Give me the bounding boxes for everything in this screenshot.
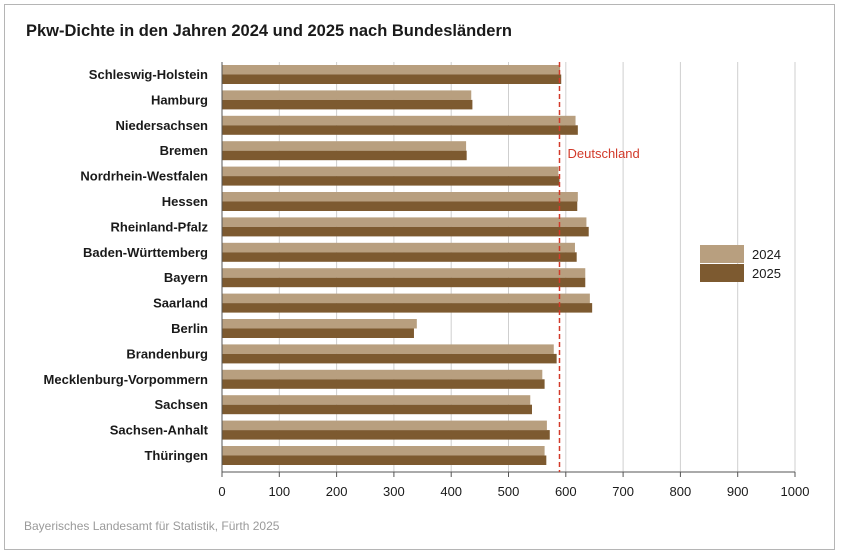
bar-2025-10: [222, 328, 414, 338]
bar-2024-6: [222, 217, 587, 227]
x-tick-label: 100: [268, 484, 290, 499]
category-label: Thüringen: [144, 448, 208, 463]
bar-2025-7: [222, 252, 577, 262]
bar-2024-11: [222, 344, 554, 354]
legend-swatch-2025: [700, 264, 744, 282]
legend-label-2024: 2024: [752, 247, 781, 262]
bar-2024-5: [222, 192, 578, 202]
category-label: Bremen: [160, 143, 208, 158]
x-tick-label: 0: [218, 484, 225, 499]
category-label: Rheinland-Pfalz: [110, 219, 208, 234]
x-tick-label: 1000: [781, 484, 810, 499]
x-tick-label: 500: [498, 484, 520, 499]
bar-2024-2: [222, 115, 576, 126]
x-tick-label: 900: [727, 484, 749, 499]
bar-2025-14: [222, 430, 550, 440]
bar-2025-5: [222, 201, 578, 211]
category-label: Mecklenburg-Vorpommern: [44, 372, 209, 387]
category-label: Niedersachsen: [116, 118, 209, 133]
bar-2024-15: [222, 446, 545, 456]
x-tick-label: 400: [440, 484, 462, 499]
bar-2024-14: [222, 420, 547, 431]
bar-2025-3: [222, 150, 467, 161]
x-tick-label: 700: [612, 484, 634, 499]
reference-label: Deutschland: [567, 146, 639, 161]
bar-2024-0: [222, 65, 561, 75]
bar-2025-8: [222, 277, 586, 288]
bar-2025-6: [222, 226, 589, 237]
category-label: Sachsen-Anhalt: [110, 423, 209, 438]
legend-swatch-2024: [700, 245, 744, 263]
bar-2025-1: [222, 99, 473, 110]
category-label: Saarland: [153, 296, 208, 311]
category-label: Hessen: [162, 194, 208, 209]
bar-2024-9: [222, 293, 590, 304]
bar-2024-12: [222, 369, 543, 380]
bar-2025-0: [222, 74, 562, 84]
source-note: Bayerisches Landesamt für Statistik, Für…: [24, 519, 280, 533]
chart-title: Pkw-Dichte in den Jahren 2024 und 2025 n…: [26, 22, 512, 40]
bar-2024-4: [222, 166, 559, 177]
bar-2025-11: [222, 353, 557, 364]
bar-2024-3: [222, 141, 467, 151]
category-label: Baden-Württemberg: [83, 245, 208, 260]
bar-2025-4: [222, 176, 560, 186]
bar-2024-10: [222, 319, 417, 329]
category-label: Sachsen: [155, 397, 209, 412]
x-tick-label: 600: [555, 484, 577, 499]
bar-2025-13: [222, 404, 532, 415]
bar-2025-15: [222, 455, 547, 465]
bar-2025-12: [222, 379, 545, 389]
category-label: Hamburg: [151, 92, 208, 107]
legend-label-2025: 2025: [752, 266, 781, 281]
category-label: Berlin: [171, 321, 208, 336]
bar-2024-8: [222, 268, 586, 278]
x-tick-label: 200: [326, 484, 348, 499]
bar-2024-1: [222, 90, 472, 100]
category-label: Bayern: [164, 270, 208, 285]
x-tick-label: 300: [383, 484, 405, 499]
category-label: Brandenburg: [126, 346, 208, 361]
bar-2025-2: [222, 125, 578, 135]
bar-2024-7: [222, 242, 575, 253]
x-tick-label: 800: [670, 484, 692, 499]
category-label: Schleswig-Holstein: [89, 67, 208, 82]
bar-2025-9: [222, 303, 593, 313]
category-label: Nordrhein-Westfalen: [80, 169, 208, 184]
bar-2024-13: [222, 395, 531, 405]
